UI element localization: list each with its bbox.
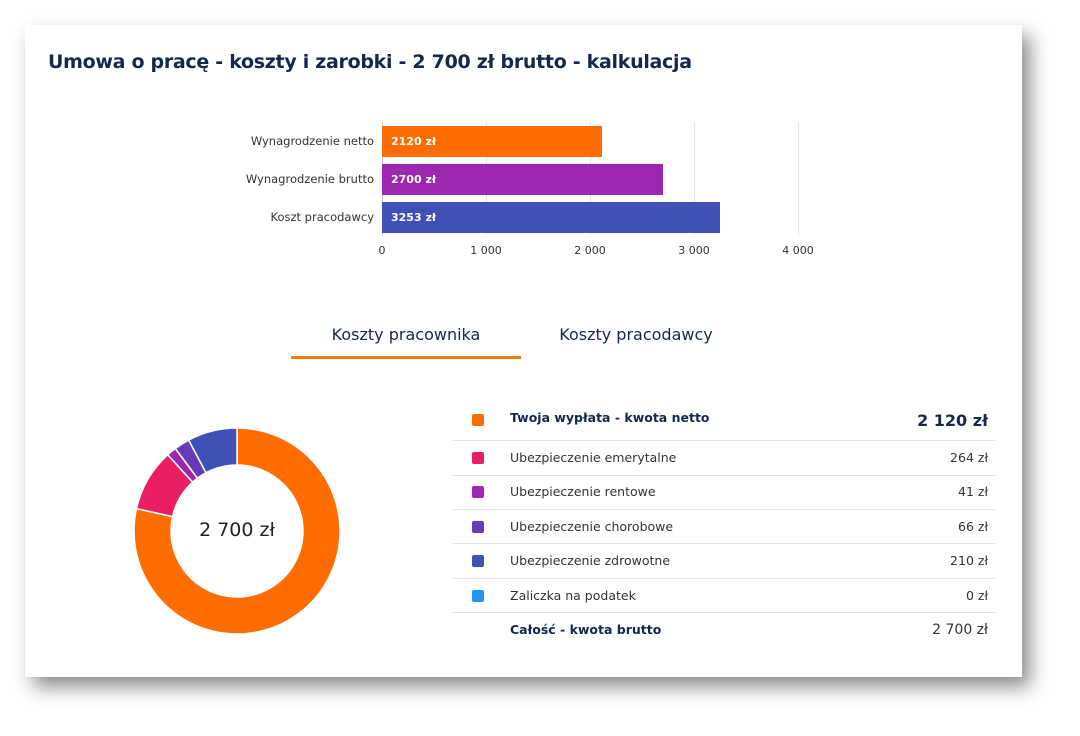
x-tick-label: 1 000 — [470, 244, 502, 257]
row-label: Całość - kwota brutto — [510, 622, 662, 637]
x-tick-label: 0 — [378, 244, 386, 257]
row-label: Ubezpieczenie chorobowe — [510, 518, 674, 534]
gridline — [798, 122, 799, 235]
bar[interactable]: 2120 zł — [382, 126, 603, 157]
category-label: Koszt pracodawcy — [270, 210, 374, 224]
donut-center-label: 2 700 zł — [199, 519, 275, 541]
row-value: 41 zł — [958, 484, 988, 500]
legend-color-swatch — [472, 452, 484, 464]
row-value: 264 zł — [950, 450, 988, 465]
total-row: Całość - kwota brutto 2 700 zł — [453, 613, 995, 648]
row-label: Ubezpieczenie zdrowotne — [510, 553, 671, 569]
row-value: 2 120 zł — [917, 411, 988, 430]
table-row: Ubezpieczenie zdrowotne 210 zł — [453, 544, 995, 579]
row-value: 66 zł — [958, 518, 988, 534]
row-label: Twoja wypłata - kwota netto — [510, 410, 710, 425]
calculator-card: Umowa o pracę - koszty i zarobki - 2 700… — [25, 25, 1022, 677]
tab-employee-costs[interactable]: Koszty pracownika — [331, 325, 481, 344]
row-value: 210 zł — [950, 553, 988, 569]
category-label: Wynagrodzenie brutto — [245, 172, 374, 186]
donut-slice[interactable] — [187, 427, 238, 474]
table-row: Zaliczka na podatek 0 zł — [453, 579, 995, 614]
x-tick-label: 4 000 — [782, 244, 814, 257]
page-title: Umowa o pracę - koszty i zarobki - 2 700… — [48, 51, 692, 73]
bar[interactable]: 3253 zł — [382, 202, 721, 233]
table-row: Ubezpieczenie chorobowe 66 zł — [453, 510, 995, 545]
bar-data-label: 2120 zł — [391, 135, 436, 148]
donut-chart — [133, 427, 341, 635]
category-label: Wynagrodzenie netto — [250, 134, 374, 148]
legend-color-swatch — [472, 486, 484, 499]
row-label: Zaliczka na podatek — [510, 587, 636, 603]
row-value: 0 zł — [965, 587, 988, 603]
table-row: Twoja wypłata - kwota netto 2 120 zł — [453, 404, 995, 441]
row-label: Ubezpieczenie emerytalne — [510, 450, 677, 465]
legend-color-swatch — [472, 414, 484, 426]
gridline — [694, 122, 695, 235]
legend-color-swatch — [472, 520, 484, 533]
bar-data-label: 2700 zł — [391, 173, 436, 186]
bar-data-label: 3253 zł — [391, 211, 436, 224]
row-value: 2 700 zł — [932, 622, 988, 638]
x-tick-label: 3 000 — [678, 244, 710, 257]
active-tab-underline — [291, 356, 521, 359]
legend-color-swatch — [472, 589, 484, 602]
table-row: Ubezpieczenie emerytalne 264 zł — [453, 441, 995, 476]
tab-employer-costs[interactable]: Koszty pracodawcy — [559, 325, 713, 344]
legend-color-swatch — [472, 555, 484, 568]
donut-slice[interactable] — [133, 427, 341, 635]
table-row: Ubezpieczenie rentowe 41 zł — [453, 475, 995, 510]
bar[interactable]: 2700 zł — [382, 164, 663, 195]
x-tick-label: 2 000 — [574, 244, 606, 257]
row-label: Ubezpieczenie rentowe — [510, 484, 656, 500]
